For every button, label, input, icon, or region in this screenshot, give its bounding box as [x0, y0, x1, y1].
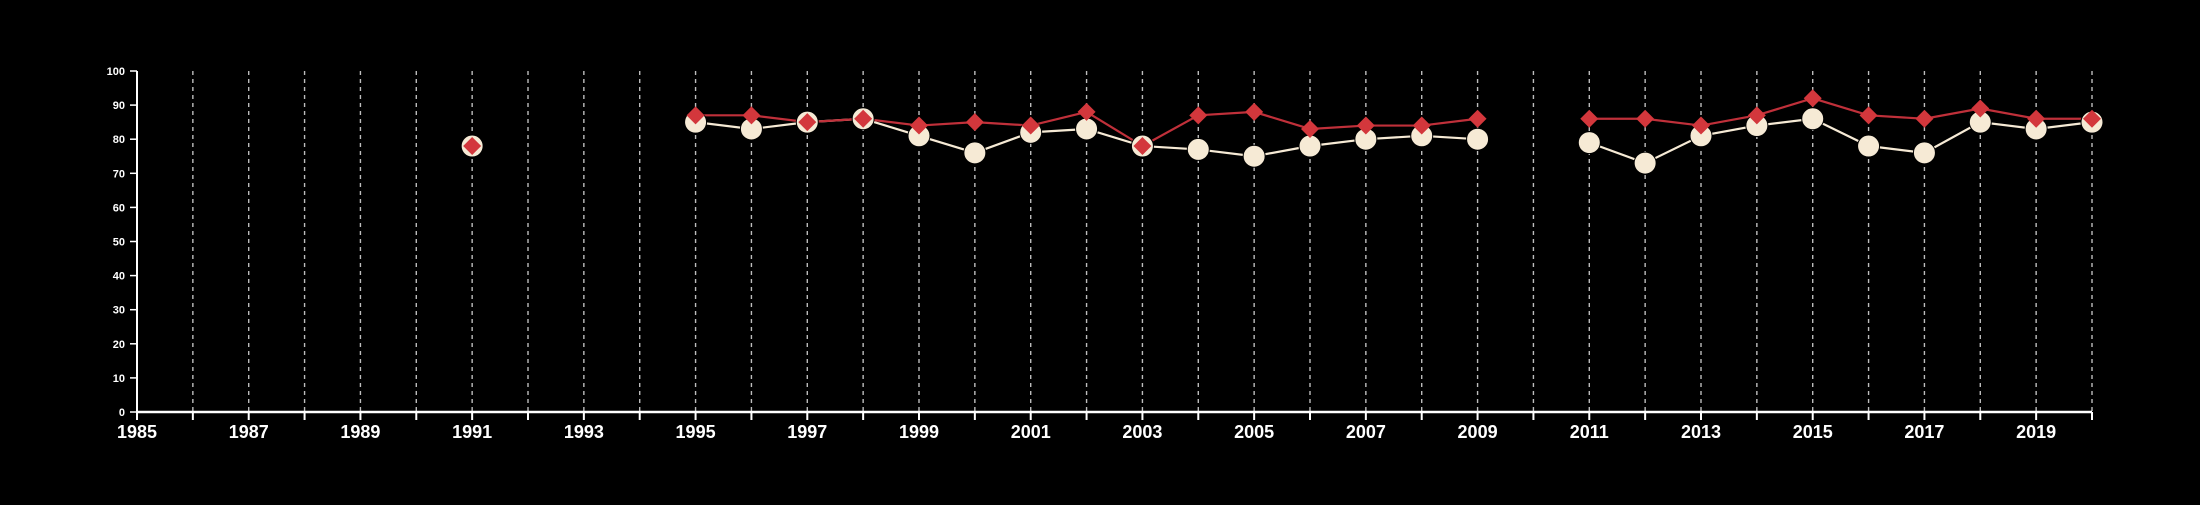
y-tick-label: 0	[119, 407, 125, 419]
series-b-point	[1412, 116, 1431, 135]
series-b-point	[1133, 137, 1152, 156]
series-a-point	[1577, 131, 1601, 155]
x-tick-label: 2017	[1904, 422, 1944, 442]
series-a-point	[1912, 141, 1936, 165]
series-b-point	[1915, 109, 1934, 128]
x-tick-label: 2007	[1346, 422, 1386, 442]
series-a-point	[1466, 127, 1490, 151]
y-tick-label: 70	[113, 168, 125, 180]
x-tick-label: 1991	[452, 422, 492, 442]
y-tick-label: 30	[113, 305, 125, 317]
series-b-line	[1589, 97, 2092, 127]
series-b-point	[910, 116, 928, 135]
series-b-point	[965, 113, 984, 132]
series-a-point	[1801, 107, 1825, 131]
x-tick-label: 2015	[1793, 422, 1833, 442]
series-a-line	[1588, 117, 2093, 165]
series-a-point	[963, 141, 987, 165]
series-a-point	[1298, 134, 1322, 158]
series-a-point	[1242, 144, 1266, 168]
series-b-point	[1636, 109, 1655, 128]
x-tick-label: 1999	[899, 422, 939, 442]
series-b-point	[1580, 109, 1599, 128]
series-b-point	[686, 106, 705, 125]
x-tick-label: 1989	[340, 422, 380, 442]
series-b-point	[2027, 109, 2046, 128]
x-tick-label: 1993	[564, 422, 604, 442]
x-tick-label: 1985	[117, 422, 157, 442]
x-tick-label: 2011	[1570, 422, 1609, 442]
series-b-point	[1245, 102, 1264, 121]
x-tick-label: 2003	[1122, 422, 1162, 442]
series-b-point	[1692, 116, 1710, 135]
series-b-point	[1859, 106, 1878, 125]
series-b-point	[854, 109, 873, 128]
series-b-point	[2083, 109, 2101, 128]
series-b-point	[1021, 116, 1040, 135]
x-tick-label: 2001	[1011, 422, 1051, 442]
y-tick-label: 20	[113, 339, 125, 351]
y-tick-label: 60	[113, 202, 125, 214]
series-b-point	[463, 137, 482, 156]
series-a-point	[1857, 134, 1881, 158]
x-tick-label: 2013	[1681, 422, 1721, 442]
axes: 0 10 20 30 40 50 60 70 80 90 100 1985 1987 1989 1991 19…	[107, 66, 2093, 442]
y-tick-label: 40	[113, 271, 125, 283]
series-b-point	[1356, 116, 1375, 135]
series-a-point	[1186, 137, 1210, 161]
series-b-point	[1301, 119, 1319, 138]
series-b-point	[1189, 106, 1208, 125]
series-b-point	[1971, 99, 1990, 118]
y-tick-label: 50	[113, 237, 125, 249]
series-b-point	[1747, 106, 1766, 125]
y-tick-label: 10	[113, 373, 125, 385]
series-b-point	[1468, 109, 1487, 128]
series-a-point	[1075, 117, 1099, 141]
y-tick-label: 100	[107, 66, 125, 78]
series-b-point	[742, 106, 761, 125]
x-tick-label: 1987	[229, 422, 269, 442]
x-tick-label: 1995	[676, 422, 716, 442]
y-tick-label: 90	[113, 100, 125, 112]
series-b-point	[1077, 102, 1096, 121]
x-tick-label: 1997	[787, 422, 827, 442]
y-tick-label: 80	[113, 134, 125, 146]
x-tick-label: 2005	[1234, 422, 1274, 442]
x-tick-label: 2009	[1458, 422, 1498, 442]
data-series	[460, 89, 2104, 175]
x-tick-label: 2019	[2016, 422, 2056, 442]
series-b-point	[798, 113, 817, 132]
series-a-point	[1633, 151, 1657, 175]
series-b-point	[1803, 89, 1822, 108]
